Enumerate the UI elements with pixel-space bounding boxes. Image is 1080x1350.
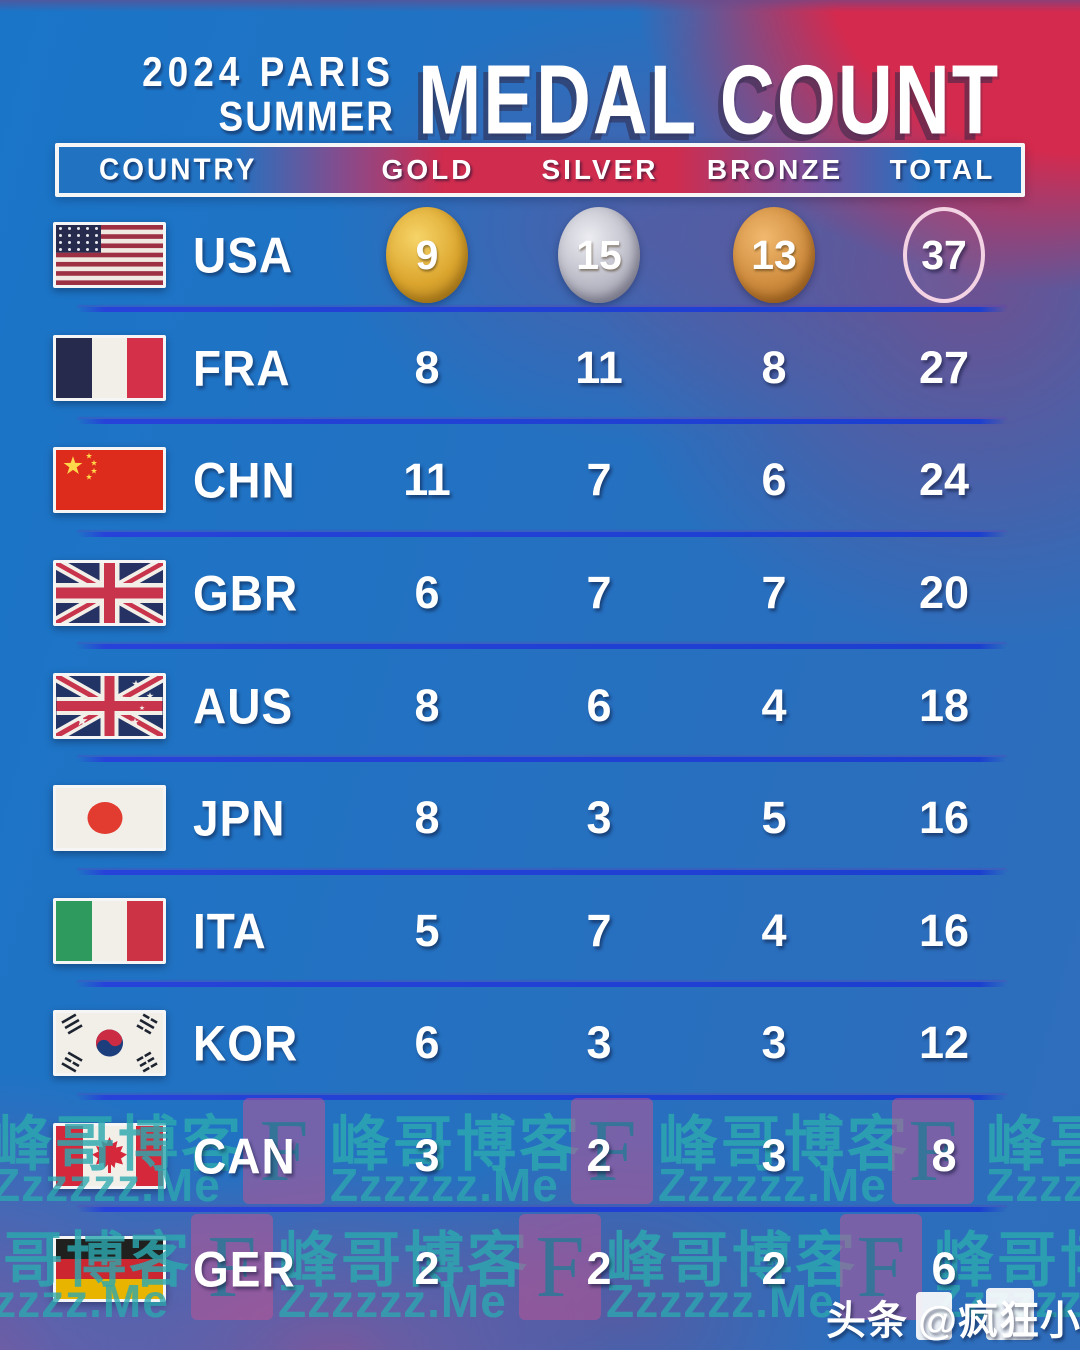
total-count: 12 (918, 1017, 970, 1069)
table-header: COUNTRY GOLD SILVER BRONZE TOTAL (55, 143, 1025, 197)
total-ring-icon: 37 (903, 207, 985, 304)
country-code: ITA (193, 902, 267, 959)
table-row: ITA 5 7 4 16 (53, 875, 1025, 988)
total-count: 24 (918, 454, 970, 506)
bronze-count: 3 (761, 1017, 787, 1069)
total-count: 18 (918, 679, 970, 731)
flag-uk-icon (53, 560, 166, 627)
gold-count: 9 (415, 231, 439, 278)
gold-count: 6 (414, 567, 440, 619)
flag-canada-icon (53, 1123, 166, 1190)
column-header-bronze: BRONZE (706, 154, 844, 185)
flag-japan-icon (53, 785, 166, 852)
gold-medal-icon: 9 (386, 207, 468, 304)
gold-count: 3 (414, 1130, 440, 1182)
gold-count: 2 (414, 1242, 440, 1294)
gold-count: 11 (403, 454, 451, 506)
country-code: AUS (193, 677, 294, 734)
table-row: GBR 6 7 7 20 (53, 537, 1025, 650)
page-title: MEDAL COUNT (418, 45, 1001, 156)
silver-count: 2 (586, 1130, 612, 1182)
country-code: CAN (193, 1127, 296, 1185)
silver-count: 3 (586, 792, 612, 844)
bronze-count: 3 (761, 1130, 787, 1182)
country-code: JPN (193, 790, 286, 847)
table-row: FRA 8 11 8 27 (53, 312, 1025, 425)
table-row: AUS 8 6 4 18 (53, 649, 1025, 762)
silver-count: 7 (586, 567, 612, 619)
silver-count: 11 (575, 341, 623, 393)
medal-table: USA 9 15 13 37 FRA 8 11 8 27 CHN 11 7 (53, 199, 1025, 1325)
bronze-count: 13 (751, 231, 797, 278)
table-row: JPN 8 3 5 16 (53, 762, 1025, 875)
bronze-count: 8 (761, 341, 787, 393)
white-box-decoration (986, 1288, 1034, 1340)
author-credit-text: 头条@疯狂小鹏哥 (826, 1299, 1080, 1343)
bronze-medal-icon: 13 (733, 207, 815, 304)
author-handle: @疯狂小鹏哥 (918, 1299, 1080, 1343)
silver-count: 2 (586, 1242, 612, 1294)
total-count: 20 (918, 567, 970, 619)
country-code: CHN (193, 452, 296, 509)
bronze-count: 4 (761, 904, 787, 956)
total-count: 27 (918, 341, 970, 393)
silver-count: 3 (586, 1017, 612, 1069)
table-row: CHN 11 7 6 24 (53, 424, 1025, 537)
flag-germany-icon (53, 1235, 166, 1302)
bronze-count: 4 (761, 679, 787, 731)
column-header-gold: GOLD (381, 154, 475, 185)
table-row: CAN 3 2 3 8 (53, 1100, 1025, 1213)
total-count: 37 (921, 231, 967, 278)
column-header-silver: SILVER (541, 154, 659, 185)
bronze-count: 2 (761, 1242, 787, 1294)
gold-count: 5 (414, 904, 440, 956)
column-header-total: TOTAL (889, 154, 996, 185)
total-count: 16 (918, 792, 970, 844)
silver-count: 15 (576, 231, 622, 278)
bronze-count: 6 (761, 454, 787, 506)
bronze-count: 7 (761, 567, 787, 619)
gold-count: 8 (414, 792, 440, 844)
total-count: 8 (931, 1130, 957, 1182)
country-code: KOR (193, 1015, 299, 1072)
silver-count: 7 (586, 904, 612, 956)
flag-france-icon (53, 334, 166, 401)
silver-medal-icon: 15 (558, 207, 640, 304)
country-code: GER (193, 1240, 296, 1297)
subtitle-line-1: 2024 PARIS (142, 48, 395, 95)
column-header-country: COUNTRY (99, 152, 258, 187)
flag-china-icon (53, 447, 166, 514)
gold-count: 6 (414, 1017, 440, 1069)
bronze-count: 5 (761, 792, 787, 844)
country-code: GBR (193, 564, 299, 622)
flag-italy-icon (53, 897, 166, 964)
gold-count: 8 (414, 341, 440, 393)
platform-name: 头条 (826, 1299, 908, 1343)
table-row: KOR 6 3 3 12 (53, 987, 1025, 1100)
country-code: USA (193, 227, 294, 284)
silver-count: 7 (586, 454, 612, 506)
white-box-decoration (916, 1292, 952, 1340)
author-credit: 头条@疯狂小鹏哥 (826, 1288, 1080, 1346)
gold-count: 8 (414, 679, 440, 731)
flag-usa-icon (53, 222, 166, 289)
total-count: 16 (918, 904, 970, 956)
table-row: USA 9 15 13 37 (53, 199, 1025, 312)
flag-south-korea-icon (53, 1010, 166, 1077)
total-count: 6 (931, 1242, 957, 1294)
country-code: FRA (193, 339, 291, 396)
flag-australia-icon (53, 672, 166, 739)
silver-count: 6 (586, 679, 612, 731)
